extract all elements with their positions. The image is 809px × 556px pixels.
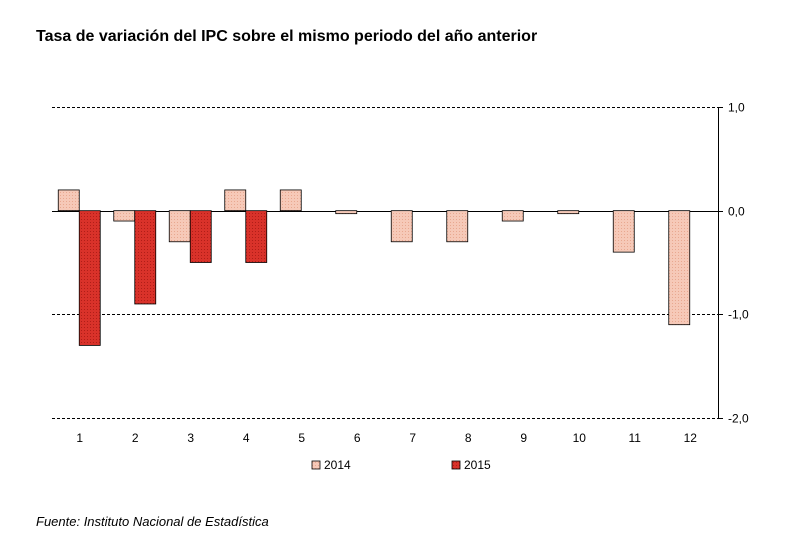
x-tick-label: 3 <box>187 431 194 445</box>
x-tick-label: 7 <box>409 431 416 445</box>
x-tick-label: 5 <box>298 431 305 445</box>
y-tick-label: -2,0 <box>728 412 749 426</box>
y-tick-label: -1,0 <box>728 308 749 322</box>
bar-2015-4 <box>245 210 268 263</box>
source-note: Fuente: Instituto Nacional de Estadístic… <box>36 514 269 529</box>
x-tick-label: 10 <box>573 431 587 445</box>
bar-2014-4 <box>224 189 247 212</box>
x-tick-label: 12 <box>684 431 698 445</box>
x-tick-label: 4 <box>243 431 250 445</box>
y-tick-label: 1,0 <box>728 101 745 115</box>
bar-2015-1 <box>78 210 101 346</box>
x-tick-label: 1 <box>76 431 83 445</box>
bar-2014-12 <box>668 210 691 326</box>
chart-title: Tasa de variación del IPC sobre el mismo… <box>36 28 538 45</box>
x-tick-label: 2 <box>132 431 139 445</box>
x-tick-label: 8 <box>465 431 472 445</box>
bar-2015-2 <box>134 210 157 305</box>
bar-2014-7 <box>390 210 413 243</box>
bar-2014-1 <box>57 189 80 212</box>
x-tick-label: 11 <box>629 431 642 445</box>
bar-2014-2 <box>113 210 136 222</box>
bar-2014-10 <box>557 210 580 215</box>
legend-swatch-2014 <box>311 460 321 470</box>
bar-2014-8 <box>446 210 469 243</box>
bar-2014-3 <box>168 210 191 243</box>
bar-2014-6 <box>335 210 358 215</box>
legend-label-2015: 2015 <box>464 458 491 472</box>
legend-label-2014: 2014 <box>324 458 351 472</box>
bar-2015-3 <box>189 210 212 263</box>
x-tick-label: 6 <box>354 431 361 445</box>
bar-2014-5 <box>279 189 302 212</box>
bar-2014-11 <box>612 210 635 253</box>
legend-swatch-2015 <box>451 460 461 470</box>
bar-2014-9 <box>501 210 524 222</box>
x-tick-label: 9 <box>520 431 527 445</box>
y-tick-label: 0,0 <box>728 205 745 219</box>
